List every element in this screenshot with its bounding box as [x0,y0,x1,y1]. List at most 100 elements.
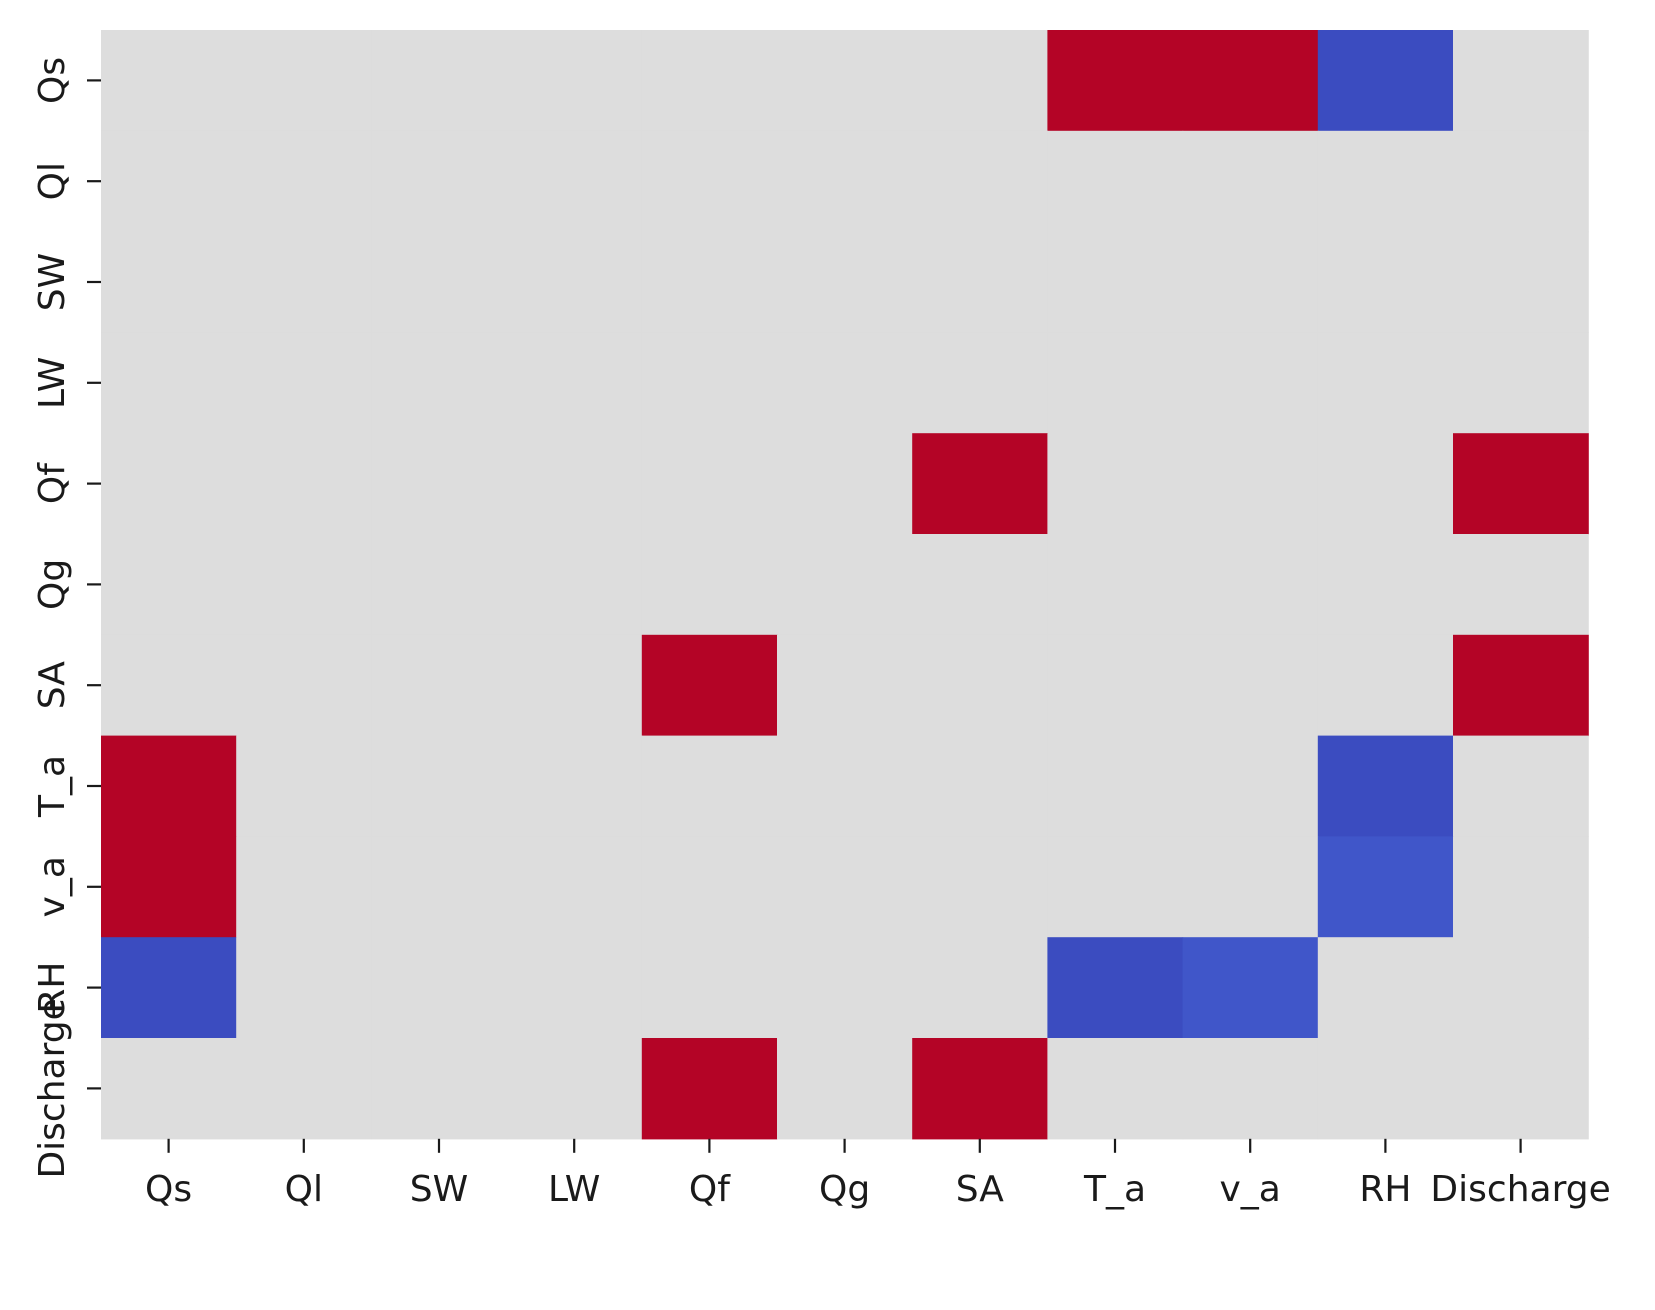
heatmap-cell-v_a-Qg [777,836,913,938]
x-tick-label-SW: SW [410,1169,468,1210]
x-tick-label-RH: RH [1359,1169,1411,1210]
heatmap-cell-Qg-v_a [1182,534,1319,636]
heatmap-cell-LW-v_a [1182,332,1319,434]
heatmap-cell-T_a-Qg [777,735,913,837]
heatmap-cell-Qs-Qg [777,30,913,132]
heatmap-cell-Qf-Qf [641,433,778,535]
heatmap-cell-Discharge-T_a [1047,1038,1184,1140]
x-tick-label-Qs: Qs [145,1169,192,1210]
y-tick-label-RH: RH [32,962,73,1014]
heatmap-cell-v_a-Qs [101,836,237,938]
heatmap-cell-Qs-v_a [1182,30,1319,132]
heatmap-cell-Ql-Qg [777,130,913,233]
heatmap-cell-Qg-Discharge [1453,534,1589,636]
heatmap-cell-SW-T_a [1047,231,1184,333]
heatmap-cell-LW-Ql [236,332,372,434]
heatmap-cell-v_a-Qf [641,836,778,938]
heatmap-cell-SW-Qs [101,231,237,333]
heatmap-cells [101,30,1589,1140]
heatmap-cell-T_a-SA [912,735,1048,837]
heatmap-cell-Discharge-Discharge [1453,1038,1589,1140]
heatmap-cell-Ql-Ql [236,130,372,233]
heatmap-cell-SW-LW [506,231,643,333]
x-axis: Qs Ql SW LW Qf Qg SA T_a v_a RH Discharge [145,1138,1611,1210]
heatmap-cell-v_a-LW [506,836,643,938]
heatmap-cell-T_a-Qf [641,735,778,837]
heatmap-cell-SW-SW [371,231,508,333]
heatmap-cell-Qg-Ql [236,534,372,636]
heatmap-cell-SW-v_a [1182,231,1319,333]
heatmap-cell-T_a-Qs [101,735,237,837]
heatmap-cell-SA-Qs [101,634,237,737]
heatmap-cell-LW-Qf [641,332,778,434]
heatmap-cell-LW-SA [912,332,1048,434]
y-tick-label-SA: SA [32,661,73,710]
heatmap-cell-Ql-RH [1317,130,1454,233]
heatmap-cell-Discharge-Ql [236,1038,372,1140]
heatmap-cell-Qf-Qs [101,433,237,535]
heatmap-cell-Qg-T_a [1047,534,1184,636]
x-tick-label-v_a: v_a [1220,1169,1281,1210]
heatmap-cell-Qg-RH [1317,534,1454,636]
heatmap-cell-T_a-T_a [1047,735,1184,837]
heatmap-cell-SA-Qf [641,634,778,737]
heatmap-cell-RH-SA [912,937,1048,1039]
heatmap-cell-RH-v_a [1182,937,1319,1039]
heatmap-cell-SA-RH [1317,634,1454,737]
heatmap-cell-SA-v_a [1182,634,1319,737]
heatmap-cell-Qs-RH [1317,30,1454,132]
heatmap-cell-Qg-SW [371,534,508,636]
heatmap-cell-SA-Ql [236,634,372,737]
heatmap-cell-Discharge-SA [912,1038,1048,1140]
heatmap-cell-SW-Discharge [1453,231,1589,333]
y-tick-label-v_a: v_a [32,856,73,917]
heatmap-cell-T_a-SW [371,735,508,837]
heatmap-cell-Discharge-v_a [1182,1038,1319,1140]
heatmap-cell-Qs-Discharge [1453,30,1589,132]
heatmap-cell-Discharge-Qf [641,1038,778,1140]
heatmap-cell-Qf-Ql [236,433,372,535]
heatmap-cell-Qf-v_a [1182,433,1319,535]
x-tick-label-Qf: Qf [689,1169,731,1210]
heatmap-cell-LW-Qs [101,332,237,434]
y-tick-label-T_a: T_a [32,755,73,818]
heatmap-cell-Qs-Qs [101,30,237,132]
heatmap-cell-v_a-SW [371,836,508,938]
heatmap-cell-Ql-v_a [1182,130,1319,233]
y-tick-label-SW: SW [32,253,73,311]
heatmap-cell-Qs-SA [912,30,1048,132]
heatmap-cell-LW-T_a [1047,332,1184,434]
heatmap-cell-Qs-SW [371,30,508,132]
x-tick-label-SA: SA [956,1169,1005,1210]
heatmap-cell-T_a-v_a [1182,735,1319,837]
heatmap-cell-SA-SW [371,634,508,737]
y-tick-label-Qg: Qg [32,559,73,610]
heatmap-cell-RH-SW [371,937,508,1039]
heatmap-cell-SA-SA [912,634,1048,737]
heatmap-cell-Ql-Discharge [1453,130,1589,233]
heatmap-cell-Discharge-Qs [101,1038,237,1140]
heatmap-cell-Qg-Qs [101,534,237,636]
heatmap-cell-SA-LW [506,634,643,737]
heatmap-cell-SA-Qg [777,634,913,737]
y-tick-label-Qf: Qf [32,462,73,504]
heatmap-cell-Qf-LW [506,433,643,535]
heatmap-cell-Qf-Discharge [1453,433,1589,535]
heatmap-cell-Qf-RH [1317,433,1454,535]
y-tick-label-LW: LW [32,357,73,409]
heatmap-cell-RH-LW [506,937,643,1039]
heatmap-cell-Ql-T_a [1047,130,1184,233]
heatmap-cell-LW-SW [371,332,508,434]
heatmap-cell-LW-LW [506,332,643,434]
x-tick-label-LW: LW [548,1169,600,1210]
heatmap-cell-SW-SA [912,231,1048,333]
y-tick-label-Discharge: Discharge [32,998,73,1178]
x-tick-label-Qg: Qg [819,1169,870,1210]
heatmap-cell-SA-T_a [1047,634,1184,737]
heatmap-cell-RH-Qg [777,937,913,1039]
y-tick-label-Qs: Qs [32,57,73,104]
heatmap-cell-Qf-Qg [777,433,913,535]
heatmap-cell-Qg-SA [912,534,1048,636]
heatmap-cell-Qf-T_a [1047,433,1184,535]
heatmap-cell-v_a-T_a [1047,836,1184,938]
